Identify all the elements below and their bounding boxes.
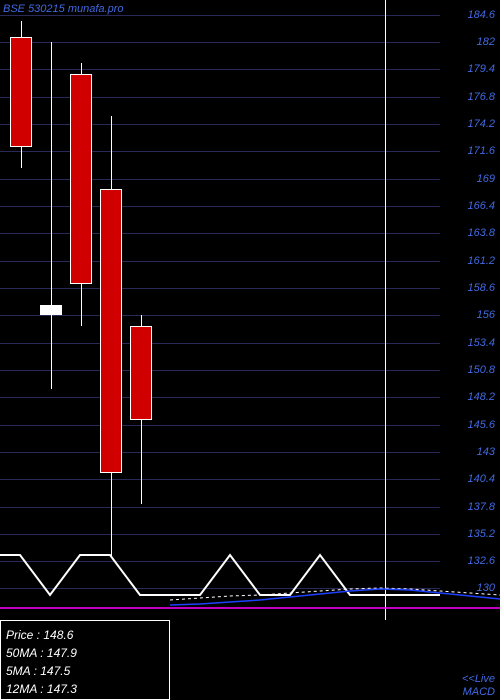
- y-axis-label: 169: [477, 173, 495, 185]
- main-chart-area: [0, 0, 440, 620]
- y-axis-label: 176.8: [467, 91, 495, 103]
- candle-body: [70, 74, 92, 284]
- price-value: Price : 148.6: [6, 626, 164, 644]
- gridline: [0, 151, 440, 152]
- time-marker-line: [385, 0, 386, 620]
- y-axis-label: 179.4: [467, 63, 495, 75]
- gridline: [0, 206, 440, 207]
- price-info-box: Price : 148.6 50MA : 147.9 5MA : 147.5 1…: [0, 620, 170, 700]
- stock-chart: BSE 530215 munafa.pro 184.6 182 179.4 176.8…: [0, 0, 500, 700]
- gridline: [0, 397, 440, 398]
- candle-body: [130, 326, 152, 421]
- y-axis-label: 140.4: [467, 473, 495, 485]
- y-axis-label: 163.8: [467, 227, 495, 239]
- y-axis: 184.6 182 179.4 176.8 174.2 171.6 169 166.4 163.…: [440, 0, 500, 620]
- gridline: [0, 315, 440, 316]
- gridline: [0, 479, 440, 480]
- gridline: [0, 425, 440, 426]
- candle-wick: [51, 42, 52, 389]
- y-axis-label: 132.6: [467, 555, 495, 567]
- y-axis-label: 130: [477, 582, 495, 594]
- y-axis-label: 171.6: [467, 145, 495, 157]
- y-axis-label: 135.2: [467, 528, 495, 540]
- gridline: [0, 288, 440, 289]
- gridline: [0, 69, 440, 70]
- y-axis-label: 166.4: [467, 200, 495, 212]
- gridline: [0, 124, 440, 125]
- ma12-value: 12MA : 147.3: [6, 680, 164, 698]
- macd-label: MACD: [463, 686, 495, 698]
- chart-title: BSE 530215 munafa.pro: [3, 3, 123, 15]
- gridline: [0, 507, 440, 508]
- gridline: [0, 42, 440, 43]
- y-axis-label: 145.6: [467, 419, 495, 431]
- y-axis-label: 148.2: [467, 391, 495, 403]
- y-axis-label: 150.8: [467, 364, 495, 376]
- y-axis-label: 174.2: [467, 118, 495, 130]
- y-axis-label: 182: [477, 36, 495, 48]
- gridline: [0, 343, 440, 344]
- y-axis-label: 137.8: [467, 501, 495, 513]
- gridline: [0, 452, 440, 453]
- y-axis-label: 143: [477, 446, 495, 458]
- gridline: [0, 233, 440, 234]
- gridline: [0, 534, 440, 535]
- gridline: [0, 588, 440, 589]
- gridline: [0, 179, 440, 180]
- gridline: [0, 370, 440, 371]
- gridline: [0, 261, 440, 262]
- candle-body: [10, 37, 32, 147]
- y-axis-label: 158.6: [467, 282, 495, 294]
- gridline: [0, 561, 440, 562]
- y-axis-label: 184.6: [467, 9, 495, 21]
- ma50-value: 50MA : 147.9: [6, 644, 164, 662]
- y-axis-label: 161.2: [467, 255, 495, 267]
- y-axis-label: 156: [477, 309, 495, 321]
- ma5-value: 5MA : 147.5: [6, 662, 164, 680]
- live-label: <<Live: [462, 673, 495, 685]
- gridline: [0, 97, 440, 98]
- candle-body: [100, 189, 122, 473]
- y-axis-label: 153.4: [467, 337, 495, 349]
- candle-body: [40, 305, 62, 316]
